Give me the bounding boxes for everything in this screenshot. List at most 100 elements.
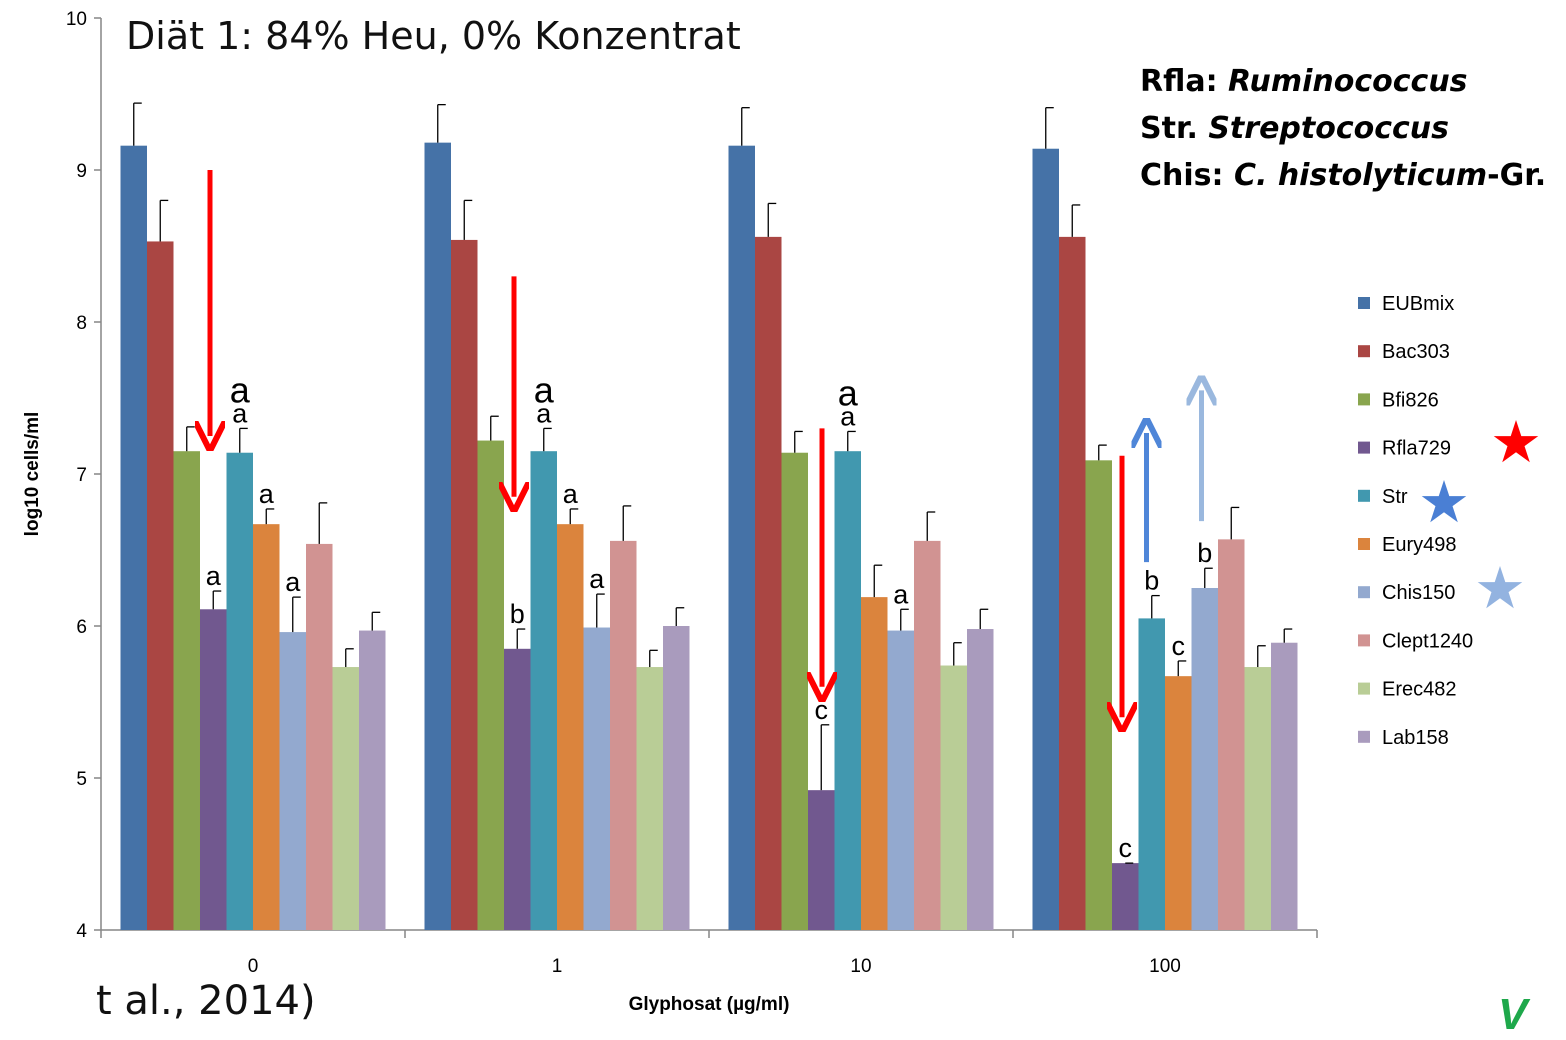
x-tick-label: 10 — [850, 956, 871, 977]
bar-eubmix — [1032, 148, 1059, 931]
bar-rfla729 — [1112, 863, 1139, 930]
bar-erec482 — [332, 667, 359, 930]
bar-bfi826 — [1085, 460, 1112, 930]
legend-swatch — [1358, 441, 1370, 454]
significance-label: a — [285, 567, 301, 597]
blue-star-icon: ★ — [1418, 470, 1470, 535]
significance-label: b — [1197, 538, 1212, 568]
bar-rfla729 — [808, 790, 835, 930]
bar-bac303 — [451, 239, 478, 931]
legend-swatch — [1358, 393, 1370, 406]
y-tick-label: 5 — [76, 769, 87, 790]
significance-label: a — [589, 564, 605, 594]
significance-label: c — [1172, 631, 1186, 661]
probe-legend-chis: Chis: C. histolyticum-Gr. — [1140, 158, 1547, 193]
x-tick-label: 0 — [248, 956, 259, 977]
bar-clept1240 — [1218, 539, 1245, 930]
y-tick-label: 6 — [76, 617, 87, 638]
bar-eubmix — [424, 142, 451, 930]
legend-label-lab158: Lab158 — [1382, 727, 1449, 749]
legend-swatch — [1358, 489, 1370, 502]
y-tick-label: 9 — [76, 161, 87, 182]
bar-bac303 — [147, 241, 174, 930]
bar-bfi826 — [173, 451, 200, 930]
legend-label-eubmix: EUBmix — [1382, 293, 1454, 315]
bar-lab158 — [967, 629, 994, 930]
legend-label-eury498: Eury498 — [1382, 534, 1457, 556]
legend-swatch — [1358, 586, 1370, 599]
bar-clept1240 — [914, 540, 941, 930]
significance-label: a — [259, 479, 275, 509]
bar-chis150 — [279, 632, 306, 930]
probe-legend-rfla: Rfla: Ruminococcus — [1140, 64, 1468, 99]
bar-eury498 — [1165, 676, 1192, 930]
bar-rfla729 — [200, 609, 227, 930]
legend-swatch — [1358, 730, 1370, 743]
bar-bac303 — [755, 236, 782, 930]
bar-str — [530, 451, 557, 930]
legend-swatch — [1358, 297, 1370, 309]
bar-bac303 — [1059, 236, 1086, 930]
legend-label-bfi826: Bfi826 — [1382, 389, 1439, 411]
significance-label: a — [206, 561, 222, 591]
significance-label: b — [510, 599, 525, 629]
bar-eubmix — [728, 145, 755, 930]
significance-label: a — [838, 372, 859, 413]
legend-swatch — [1358, 682, 1370, 695]
bar-chis150 — [1191, 588, 1218, 930]
bar-lab158 — [1271, 642, 1298, 930]
legend-label-str: Str — [1382, 486, 1408, 508]
bar-eury498 — [861, 597, 888, 930]
citation: t al., 2014) — [96, 978, 316, 1024]
bar-erec482 — [636, 667, 663, 930]
bar-eury498 — [557, 524, 584, 930]
bar-clept1240 — [306, 543, 333, 930]
legend-swatch — [1358, 634, 1370, 647]
y-tick-label: 8 — [76, 313, 87, 334]
x-tick-label: 100 — [1149, 956, 1181, 977]
significance-label: b — [1144, 566, 1159, 596]
bar-lab158 — [359, 630, 386, 930]
y-tick-label: 10 — [66, 9, 87, 30]
probe-legend-str: Str. Streptococcus — [1140, 111, 1450, 146]
significance-label: a — [893, 579, 909, 609]
significance-label: c — [1119, 833, 1133, 863]
significance-label: c — [815, 695, 829, 725]
legend-label-erec482: Erec482 — [1382, 679, 1457, 701]
slide-title: Diät 1: 84% Heu, 0% Konzentrat — [126, 14, 741, 58]
legend-label-clept1240: Clept1240 — [1382, 630, 1473, 652]
bar-str — [1138, 618, 1165, 930]
bar-bfi826 — [781, 452, 808, 930]
significance-label: a — [534, 369, 555, 410]
bar-erec482 — [940, 665, 967, 930]
y-tick-label: 7 — [76, 465, 87, 486]
light-blue-star-icon: ★ — [1474, 556, 1526, 621]
bar-clept1240 — [610, 540, 637, 930]
legend-swatch — [1358, 345, 1370, 358]
bar-eubmix — [120, 145, 147, 930]
logo: V — [1498, 990, 1528, 1039]
bar-eury498 — [253, 524, 280, 930]
significance-label: a — [536, 398, 552, 428]
significance-label: a — [232, 398, 248, 428]
bar-str — [226, 452, 253, 930]
bar-chis150 — [887, 630, 914, 930]
bar-bfi826 — [477, 440, 504, 930]
red-star-icon: ★ — [1490, 410, 1542, 475]
bar-erec482 — [1244, 667, 1271, 930]
legend-label-chis150: Chis150 — [1382, 582, 1455, 604]
legend-swatch — [1358, 538, 1370, 550]
y-axis-title: log10 cells/ml — [22, 412, 43, 537]
legend-label-rfla729: Rfla729 — [1382, 438, 1451, 460]
bar-lab158 — [663, 626, 690, 930]
probe-legend: Rfla: Ruminococcus Str. Streptococcus Ch… — [1140, 58, 1546, 199]
bar-chis150 — [583, 627, 610, 930]
significance-label: a — [563, 479, 579, 509]
significance-label: a — [840, 401, 856, 431]
bar-str — [834, 451, 861, 930]
x-tick-label: 1 — [552, 956, 563, 977]
y-tick-label: 4 — [76, 921, 87, 942]
legend-label-bac303: Bac303 — [1382, 341, 1450, 363]
x-axis-title: Glyphosat (µg/ml) — [629, 994, 790, 1015]
